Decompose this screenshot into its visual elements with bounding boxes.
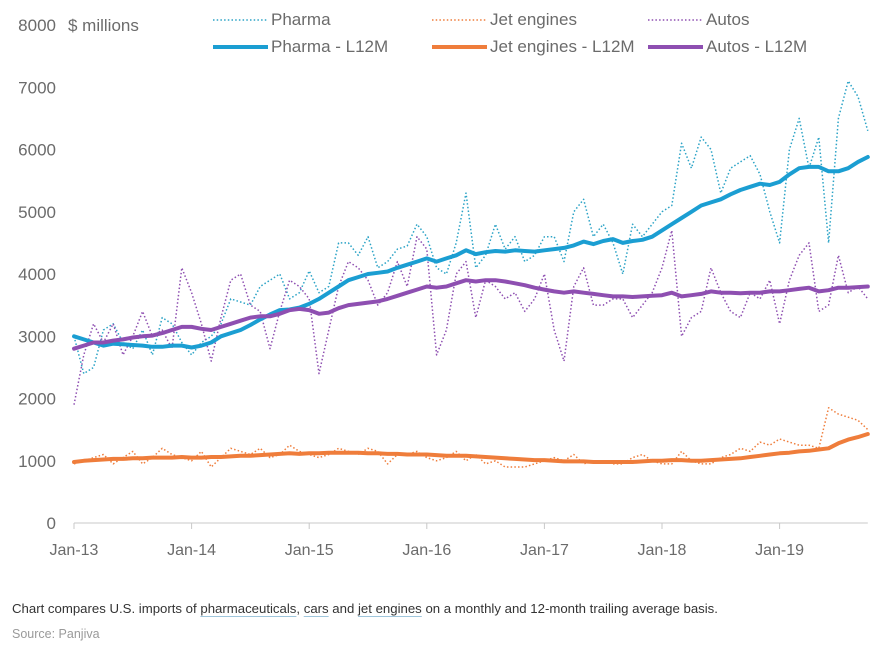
x-tick-label: Jan-15 xyxy=(285,542,334,559)
chart-caption: Chart compares U.S. imports of pharmaceu… xyxy=(12,601,872,616)
y-tick-label: 2000 xyxy=(18,390,56,409)
y-tick-label: 4000 xyxy=(18,265,56,284)
x-tick-label: Jan-14 xyxy=(167,542,216,559)
x-tick-label: Jan-19 xyxy=(755,542,804,559)
y-axis-unit-label: $ millions xyxy=(68,16,139,35)
legend-label-jet-engines-l12m: Jet engines - L12M xyxy=(490,37,635,56)
y-tick-label: 0 xyxy=(47,514,56,533)
y-axis: 0 1000 2000 3000 4000 5000 6000 7000 8000 xyxy=(18,16,56,533)
y-tick-label: 5000 xyxy=(18,203,56,222)
pharmaceuticals-link[interactable]: pharmaceuticals xyxy=(200,601,297,616)
series-line-pharma xyxy=(73,80,869,375)
series-layer xyxy=(72,80,870,468)
y-tick-label: 1000 xyxy=(18,452,56,471)
x-tick-label: Jan-13 xyxy=(50,542,99,559)
caption-comma: , xyxy=(296,601,304,616)
series-line-jet-engines-l12m xyxy=(72,432,870,464)
legend: Pharma Jet engines Autos Pharma - L12M Jet e… xyxy=(213,10,807,56)
x-tick-label: Jan-16 xyxy=(402,542,451,559)
y-tick-label: 8000 xyxy=(18,16,56,35)
caption-prefix: Chart compares U.S. imports of xyxy=(12,601,201,616)
y-tick-label: 3000 xyxy=(18,327,56,346)
legend-label-pharma-l12m: Pharma - L12M xyxy=(271,37,388,56)
x-tick-label: Jan-17 xyxy=(520,542,569,559)
caption-and: and xyxy=(328,601,358,616)
line-chart: $ millions Pharma Jet engines Autos Pharma … xyxy=(18,10,870,559)
legend-label-jet-engines: Jet engines xyxy=(490,10,577,29)
y-tick-label: 6000 xyxy=(18,141,56,160)
source-note: Source: Panjiva xyxy=(12,627,100,641)
series-line-pharma-l12m xyxy=(72,155,870,350)
legend-label-autos-l12m: Autos - L12M xyxy=(706,37,807,56)
series-line-autos xyxy=(73,229,869,405)
y-tick-label: 7000 xyxy=(18,78,56,97)
legend-label-pharma: Pharma xyxy=(271,10,331,29)
x-tick-label: Jan-18 xyxy=(638,542,687,559)
caption-suffix: on a monthly and 12-month trailing avera… xyxy=(421,601,718,616)
jet-engines-link[interactable]: jet engines xyxy=(357,601,422,616)
legend-label-autos: Autos xyxy=(706,10,749,29)
cars-link[interactable]: cars xyxy=(303,601,329,616)
series-line-autos-l12m xyxy=(72,278,870,351)
x-axis: Jan-13 Jan-14 Jan-15 Jan-16 Jan-17 Jan-18 Jan-… xyxy=(50,523,804,559)
